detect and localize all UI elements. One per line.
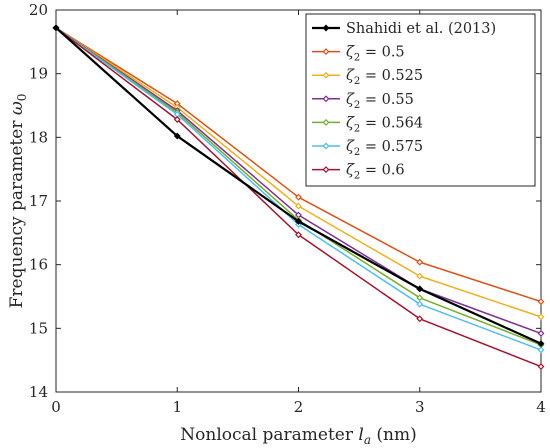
legend-symbol: ζ (346, 92, 355, 108)
data-point (537, 313, 545, 321)
legend-swatch-marker (322, 142, 330, 150)
legend-value: = 0.55 (360, 92, 414, 108)
data-point (416, 300, 424, 308)
legend-entry: ζ2 = 0.525 (312, 68, 423, 87)
legend-value: = 0.6 (360, 163, 404, 179)
data-point (416, 285, 424, 293)
series-0 (52, 24, 545, 348)
legend: Shahidi et al. (2013)ζ2 = 0.5ζ2 = 0.525ζ… (305, 13, 536, 187)
legend-value: = 0.525 (360, 68, 423, 84)
legend-symbol: ζ (346, 115, 355, 131)
data-point (52, 24, 60, 32)
data-point (295, 202, 302, 210)
legend-value: = 0.5 (360, 45, 404, 61)
legend-entry: ζ2 = 0.6 (312, 163, 405, 182)
legend-name: Shahidi et al. (2013) (346, 21, 496, 37)
legend-box (305, 13, 536, 187)
data-point (295, 231, 302, 239)
legend-swatch-marker (322, 71, 330, 79)
x-tick-label: 4 (536, 398, 546, 416)
legend-label: ζ2 = 0.575 (346, 139, 423, 158)
y-tick-label: 18 (29, 128, 48, 146)
data-point (537, 346, 545, 354)
legend-entry: ζ2 = 0.575 (312, 139, 423, 158)
legend-value: = 0.564 (360, 115, 423, 131)
x-axis-unit: (nm) (371, 425, 417, 445)
data-point (295, 193, 302, 201)
legend-symbol: ζ (346, 139, 355, 155)
legend-label: Shahidi et al. (2013) (346, 21, 496, 37)
x-tick-label: 1 (172, 398, 182, 416)
x-axis-label-text: Nonlocal parameter (180, 425, 358, 445)
legend-swatch-marker (322, 118, 330, 126)
series-layer (52, 24, 545, 370)
legend-symbol: ζ (346, 68, 355, 84)
legend-label: ζ2 = 0.564 (346, 115, 423, 134)
x-axis-symbol: l (358, 425, 363, 445)
data-point (537, 329, 545, 337)
x-tick-label: 0 (51, 398, 61, 416)
legend-subscript: 2 (354, 147, 360, 158)
legend-value: = 0.575 (360, 139, 423, 155)
y-axis-label: Frequency parameter ω0 (7, 94, 29, 309)
data-point (416, 294, 424, 302)
data-point (537, 363, 545, 370)
legend-label: ζ2 = 0.55 (346, 92, 414, 111)
data-point (295, 217, 302, 225)
y-axis-symbol: ω (7, 101, 27, 115)
data-point (537, 298, 545, 306)
legend-subscript: 2 (354, 100, 360, 111)
y-tick-label: 16 (29, 256, 48, 274)
x-tick-label: 2 (294, 398, 304, 416)
data-point (537, 340, 545, 348)
legend-entry: ζ2 = 0.55 (312, 92, 414, 111)
legend-swatch-marker (322, 48, 330, 56)
x-tick-label: 3 (415, 398, 425, 416)
legend-subscript: 2 (354, 53, 360, 64)
y-tick-label: 20 (29, 1, 48, 19)
x-axis-subscript: a (364, 433, 371, 447)
y-tick-label: 14 (29, 383, 48, 401)
legend-symbol: ζ (346, 163, 355, 179)
legend-swatch-marker (322, 24, 330, 32)
y-tick-label: 19 (29, 65, 48, 83)
legend-subscript: 2 (354, 171, 360, 182)
legend-label: ζ2 = 0.6 (346, 163, 405, 182)
y-axis-subscript: 0 (15, 94, 29, 102)
legend-subscript: 2 (354, 123, 360, 134)
y-axis-label-text: Frequency parameter (7, 115, 27, 308)
legend-entry: ζ2 = 0.5 (312, 45, 405, 64)
y-tick-label: 15 (29, 319, 48, 337)
data-point (416, 272, 424, 280)
legend-label: ζ2 = 0.5 (346, 45, 405, 64)
legend-entry: ζ2 = 0.564 (312, 115, 423, 134)
data-point (416, 315, 424, 323)
legend-entry: Shahidi et al. (2013) (312, 21, 496, 37)
data-point (173, 132, 181, 140)
legend-swatch-marker (322, 95, 330, 103)
legend-subscript: 2 (354, 76, 360, 87)
legend-label: ζ2 = 0.525 (346, 68, 423, 87)
x-axis-label: Nonlocal parameter la (nm) (180, 425, 416, 447)
y-tick-label: 17 (29, 192, 48, 210)
legend-swatch-marker (322, 166, 330, 174)
legend-symbol: ζ (346, 45, 355, 61)
data-point (416, 258, 424, 266)
data-point (173, 116, 181, 123)
